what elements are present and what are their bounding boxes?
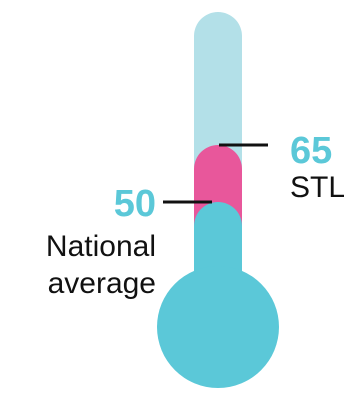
national-average-label-line2: average: [48, 267, 156, 300]
national-average-label-line1: National: [46, 230, 156, 263]
thermometer-bulb: [157, 266, 279, 388]
stl-series-label: STL: [290, 171, 344, 204]
national-average-value-label: 50: [114, 183, 156, 225]
stl-value-label: 65: [290, 130, 332, 172]
